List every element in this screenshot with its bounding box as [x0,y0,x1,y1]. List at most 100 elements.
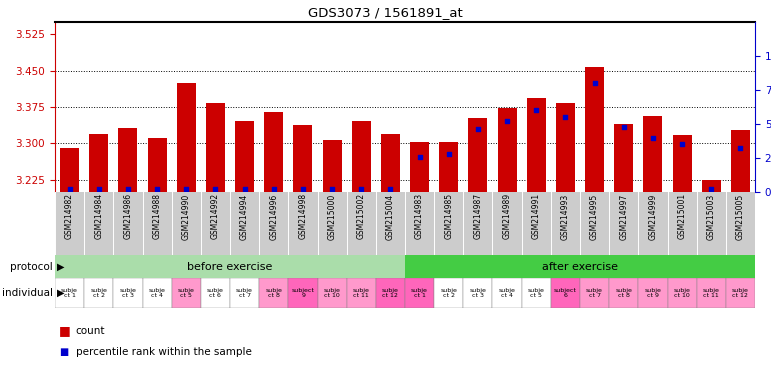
Text: GSM214996: GSM214996 [269,193,278,240]
Bar [609,278,638,308]
Text: subje
ct 1: subje ct 1 [411,288,428,298]
Bar [405,278,434,308]
Text: subje
ct 5: subje ct 5 [528,288,544,298]
Text: subje
ct 6: subje ct 6 [207,288,224,298]
Bar [113,278,143,308]
Text: subje
ct 4: subje ct 4 [499,288,516,298]
Text: subje
ct 8: subje ct 8 [615,288,632,298]
Bar [405,255,755,278]
Text: GSM214994: GSM214994 [240,193,249,240]
Text: subje
ct 1: subje ct 1 [61,288,78,298]
Bar [322,140,342,192]
Point [618,124,630,130]
Text: GSM215004: GSM215004 [386,193,395,240]
Bar [259,278,288,308]
Bar [200,278,230,308]
Bar [580,278,609,308]
Bar [375,278,405,308]
Text: subje
ct 3: subje ct 3 [120,288,136,298]
Bar [668,278,697,308]
Point [676,141,689,147]
Point [122,186,134,192]
Text: GSM215000: GSM215000 [328,193,337,240]
Point [209,186,221,192]
Point [530,107,543,114]
Point [355,186,368,192]
Text: after exercise: after exercise [542,262,618,271]
Bar [469,118,487,192]
Bar [347,278,375,308]
Text: GSM214990: GSM214990 [182,193,190,240]
Text: protocol: protocol [10,262,52,271]
Text: GSM214989: GSM214989 [503,193,512,239]
Bar [702,180,721,192]
Text: GSM214999: GSM214999 [648,193,658,240]
Point [413,154,426,160]
Text: subje
ct 7: subje ct 7 [586,288,603,298]
Bar [294,126,312,192]
Point [734,146,746,152]
Text: GSM214987: GSM214987 [473,193,483,239]
Text: subje
ct 8: subje ct 8 [265,288,282,298]
Text: percentile rank within the sample: percentile rank within the sample [76,347,251,357]
Point [501,118,513,124]
Bar [439,142,458,192]
Text: ▶: ▶ [57,262,65,271]
Text: subje
ct 5: subje ct 5 [178,288,195,298]
Bar [527,98,546,192]
Point [384,186,396,192]
Bar [697,278,726,308]
Text: subje
ct 9: subje ct 9 [645,288,662,298]
Text: subje
ct 12: subje ct 12 [382,288,399,298]
Bar [119,128,137,192]
Text: GSM215002: GSM215002 [357,193,365,239]
Text: subject
 9: subject 9 [291,288,315,298]
Point [472,126,484,132]
Bar [638,278,668,308]
Text: ▶: ▶ [57,288,65,298]
Text: GSM214995: GSM214995 [590,193,599,240]
Text: GSM214982: GSM214982 [65,193,74,239]
Text: GSM214984: GSM214984 [94,193,103,239]
Bar [288,278,318,308]
Bar [556,103,575,192]
Text: subje
ct 3: subje ct 3 [470,288,487,298]
Point [297,186,309,192]
Text: GSM214986: GSM214986 [123,193,133,239]
Text: subje
ct 10: subje ct 10 [674,288,691,298]
Bar [550,278,580,308]
Bar [147,137,167,192]
Text: GSM214988: GSM214988 [153,193,162,239]
Bar [143,278,172,308]
Point [238,186,251,192]
Bar [230,278,259,308]
Text: subje
ct 2: subje ct 2 [90,288,107,298]
Point [63,186,76,192]
Text: GSM214983: GSM214983 [415,193,424,239]
Bar [410,142,429,192]
Bar [172,278,200,308]
Point [180,186,193,192]
Bar [235,121,254,192]
Text: GSM214998: GSM214998 [298,193,308,239]
Text: subje
ct 10: subje ct 10 [324,288,341,298]
Bar [352,121,371,192]
Bar [731,130,750,192]
Text: count: count [76,326,106,336]
Text: ■: ■ [59,324,71,338]
Text: subje
ct 12: subje ct 12 [732,288,749,298]
Text: GSM215003: GSM215003 [707,193,715,240]
Point [647,134,659,141]
Bar [585,67,604,192]
Bar [672,135,692,192]
Point [268,186,280,192]
Bar [55,255,405,278]
Point [443,151,455,157]
Text: ■: ■ [59,347,68,357]
Bar [644,116,662,192]
Bar [497,108,517,192]
Bar [264,112,283,192]
Point [151,186,163,192]
Bar [177,83,196,192]
Bar [522,278,550,308]
